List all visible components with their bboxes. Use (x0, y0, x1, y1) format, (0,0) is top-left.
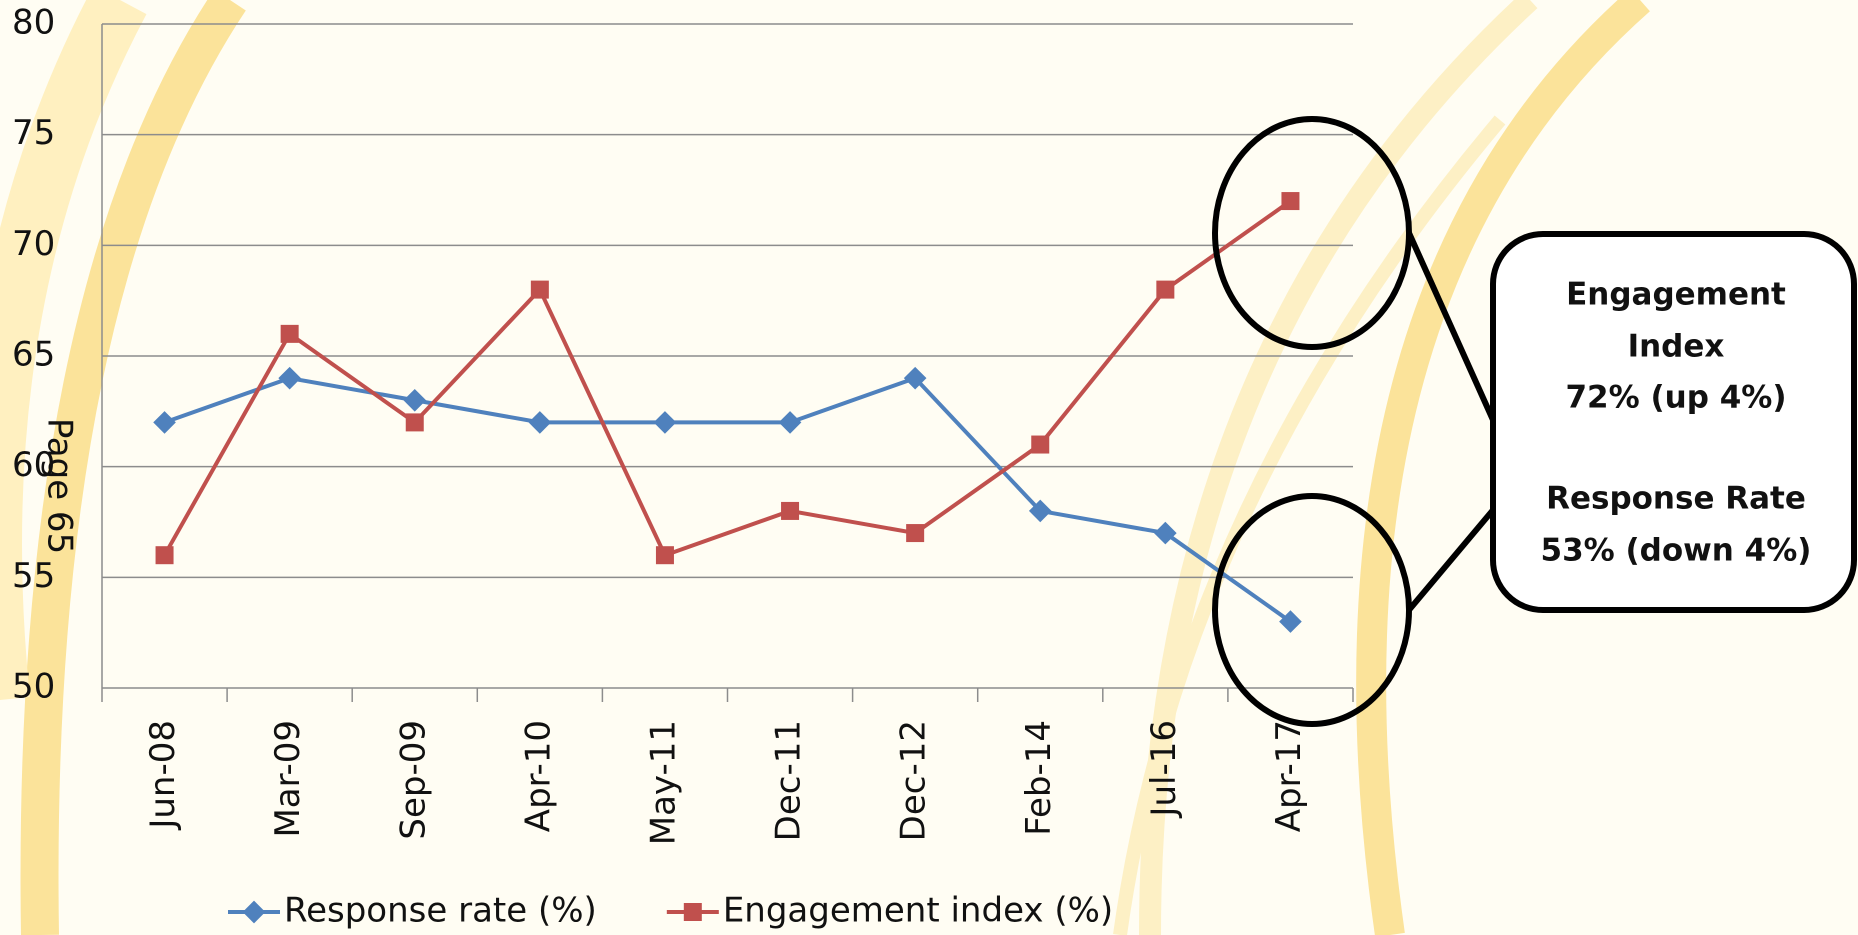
y-tick-label: 50 (12, 667, 55, 707)
x-tick-label: Apr-17 (1269, 720, 1309, 832)
annotation: Engagement (1566, 277, 1786, 313)
x-tick-label: Sep-09 (393, 720, 433, 840)
annotation: 72% (up 4%) (1565, 380, 1786, 416)
y-tick-label: 80 (12, 3, 55, 43)
x-tick-label: Dec-12 (894, 720, 934, 841)
x-tick-label: Dec-11 (769, 720, 809, 841)
y-tick-label: 70 (12, 224, 55, 264)
legend-marker (684, 903, 702, 921)
marker (1156, 281, 1174, 299)
x-tick-label: Jun-08 (143, 720, 183, 831)
legend-label: Engagement index (%) (723, 891, 1113, 931)
marker (1281, 192, 1299, 210)
marker (156, 546, 174, 564)
marker (281, 325, 299, 343)
chart: 50556065707580Jun-08Mar-09Sep-09Apr-10Ma… (0, 0, 1858, 935)
page: 50556065707580Jun-08Mar-09Sep-09Apr-10Ma… (0, 0, 1858, 935)
y-tick-label: 55 (12, 556, 55, 596)
marker (656, 546, 674, 564)
y-tick-label: 65 (12, 335, 55, 375)
x-tick-label: Feb-14 (1019, 720, 1059, 836)
x-tick-label: Mar-09 (268, 720, 308, 838)
x-tick-label: May-11 (643, 720, 683, 845)
x-tick-label: Apr-10 (518, 720, 558, 832)
marker (406, 413, 424, 431)
x-tick-label: Jul-16 (1144, 720, 1184, 819)
marker (781, 502, 799, 520)
legend-label: Response rate (%) (284, 891, 597, 931)
annotation: Response Rate (1546, 481, 1806, 517)
marker (531, 281, 549, 299)
annotation: Index (1628, 329, 1725, 365)
y-tick-label: 75 (12, 113, 55, 153)
page-label: Page 65 (40, 418, 80, 554)
marker (906, 524, 924, 542)
annotation: 53% (down 4%) (1541, 533, 1812, 569)
marker (1031, 436, 1049, 454)
